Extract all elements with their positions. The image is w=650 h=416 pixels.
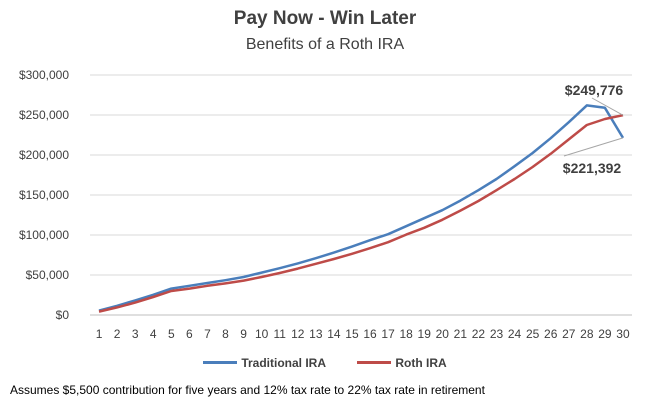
y-tick-label: $200,000	[19, 148, 69, 162]
x-tick-label: 19	[418, 327, 432, 341]
legend-item-roth[interactable]: Roth IRA	[357, 355, 447, 370]
x-tick-label: 27	[562, 327, 576, 341]
y-tick-label: $100,000	[19, 228, 69, 242]
x-axis: 1 2 3 4 5 6 7 8 9 10 11 12 13 14 15 16 17 18 19 20 21 22 23 24 2…	[96, 327, 630, 341]
annotations: $249,776 $221,392	[563, 82, 624, 176]
x-tick-label: 17	[381, 327, 395, 341]
chart-subtitle: Benefits of a Roth IRA	[245, 36, 405, 53]
x-tick-label: 21	[454, 327, 468, 341]
leader-line-roth	[591, 97, 624, 116]
x-tick-label: 24	[508, 327, 522, 341]
x-tick-label: 5	[168, 327, 175, 341]
x-tick-label: 20	[436, 327, 450, 341]
y-tick-label: $0	[56, 308, 70, 322]
x-tick-label: 3	[132, 327, 139, 341]
x-tick-label: 10	[255, 327, 269, 341]
x-tick-label: 7	[204, 327, 211, 341]
footnote: Assumes $5,500 contribution for five yea…	[10, 383, 485, 397]
series-line-traditional-ira	[98, 104, 625, 312]
legend-label-roth: Roth IRA	[395, 355, 447, 370]
x-tick-label: 14	[327, 327, 341, 341]
x-tick-label: 13	[309, 327, 323, 341]
x-tick-label: 1	[96, 327, 103, 341]
gridlines	[90, 74, 632, 316]
leader-line-traditional	[563, 137, 624, 157]
legend: Traditional IRA Roth IRA	[0, 353, 650, 370]
series-line-roth-ira	[98, 113, 624, 313]
chart-title: Pay Now - Win Later	[233, 8, 417, 29]
x-tick-label: 9	[240, 327, 247, 341]
x-tick-label: 4	[150, 327, 157, 341]
annotation-roth-final: $249,776	[565, 82, 624, 98]
x-tick-label: 30	[616, 327, 630, 341]
x-tick-label: 11	[273, 327, 286, 341]
y-tick-label: $150,000	[19, 188, 69, 202]
x-tick-label: 16	[363, 327, 377, 341]
y-tick-label: $300,000	[19, 68, 69, 82]
legend-label-traditional: Traditional IRA	[241, 355, 326, 370]
series-lines	[98, 104, 625, 313]
x-tick-label: 28	[580, 327, 594, 341]
x-tick-label: 6	[186, 327, 193, 341]
x-tick-label: 23	[490, 327, 504, 341]
y-tick-label: $50,000	[26, 268, 70, 282]
x-tick-label: 18	[399, 327, 413, 341]
x-tick-label: 25	[526, 327, 540, 341]
y-axis: $0 $50,000 $100,000 $150,000 $200,000 $250,00…	[19, 68, 69, 322]
legend-swatch-traditional	[203, 361, 238, 364]
y-tick-label: $250,000	[19, 108, 69, 122]
x-tick-label: 2	[114, 327, 121, 341]
x-tick-label: 26	[544, 327, 558, 341]
x-tick-label: 12	[291, 327, 305, 341]
x-tick-label: 15	[345, 327, 359, 341]
annotation-traditional-final: $221,392	[563, 160, 622, 176]
legend-swatch-roth	[357, 361, 392, 364]
legend-item-traditional[interactable]: Traditional IRA	[203, 356, 326, 370]
x-tick-label: 8	[222, 327, 229, 341]
x-tick-label: 29	[598, 327, 612, 341]
x-tick-label: 22	[472, 327, 486, 341]
